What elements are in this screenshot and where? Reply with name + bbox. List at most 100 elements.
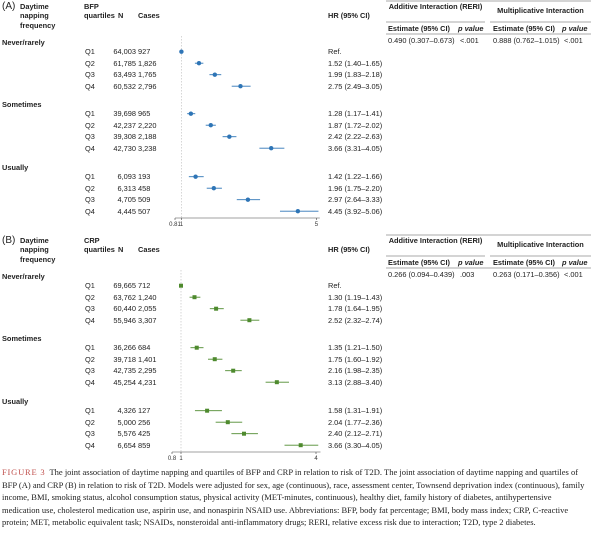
x-tick-label: 4 — [314, 456, 318, 462]
quartile: Q1 — [85, 172, 95, 181]
quartile: Q4 — [85, 315, 95, 325]
n-value: 4,326 — [117, 406, 137, 415]
hr-point — [179, 283, 183, 288]
cases-value: 425 — [138, 429, 151, 438]
hr-point — [205, 408, 210, 413]
n-value: 42,735 — [113, 366, 136, 375]
n-value: 39,698 — [113, 109, 136, 118]
hr-value: Ref. — [328, 47, 342, 56]
cases-value: 127 — [138, 406, 151, 415]
x-tick-label: 0.8 — [168, 456, 177, 462]
multiplicative-estimate: 0.888 (0.762–1.015) — [493, 36, 560, 45]
caption-label: FIGURE 3 — [2, 467, 46, 477]
hr-value: 1.99 (1.83–2.18) — [328, 70, 383, 79]
cases-value: 2,220 — [138, 120, 157, 130]
quartile: Q1 — [85, 406, 95, 415]
quartile: Q4 — [85, 440, 95, 450]
hr-point — [188, 111, 194, 116]
hr-point — [242, 431, 246, 436]
hr-point — [225, 420, 230, 425]
hr-value: Ref. — [328, 281, 342, 290]
hr-value: 1.96 (1.75–2.20) — [328, 183, 383, 193]
quartile: Q4 — [85, 81, 95, 91]
hr-point — [295, 209, 301, 214]
n-value: 4,705 — [117, 195, 137, 204]
hr-value: 1.58 (1.31–1.91) — [328, 406, 383, 415]
quartile: Q4 — [85, 143, 95, 153]
hr-value: 2.97 (2.64–3.33) — [328, 195, 383, 204]
hr-point — [238, 84, 243, 89]
group-label: Usually — [2, 163, 29, 172]
n-value: 5,000 — [117, 417, 137, 427]
p-header: p value — [562, 24, 588, 33]
cases-value: 712 — [138, 281, 151, 290]
cases-value: 2,295 — [138, 366, 157, 375]
quartile-header: CRP quartiles — [84, 236, 115, 255]
n-value: 6,654 — [117, 440, 137, 450]
hr-point — [212, 72, 218, 77]
group-label: Sometimes — [2, 334, 42, 343]
n-value: 36,266 — [113, 343, 136, 352]
additive-estimate: 0.266 (0.094–0.439) — [388, 270, 455, 279]
hr-value: 3.66 (3.30–4.05) — [328, 440, 383, 450]
n-value: 63,762 — [113, 292, 136, 302]
group-label: Sometimes — [2, 100, 42, 109]
quartile: Q1 — [85, 109, 95, 118]
n-value: 60,440 — [113, 304, 136, 313]
quartile: Q2 — [85, 183, 95, 193]
cases-value: 859 — [138, 440, 151, 450]
quartile: Q4 — [85, 377, 95, 387]
caption: FIGURE 3 The joint association of daytime… — [2, 466, 589, 529]
hr-point — [194, 345, 199, 350]
p-header: p value — [458, 24, 484, 33]
n-value: 6,313 — [117, 183, 137, 193]
hr-value: 3.13 (2.88–3.40) — [328, 377, 383, 387]
additive-p: <.001 — [460, 36, 479, 45]
hr-point — [211, 186, 217, 191]
group-label: Never/rarely — [2, 38, 45, 47]
n-value: 64,003 — [113, 47, 136, 56]
p-header: p value — [562, 258, 588, 267]
quartile: Q3 — [85, 304, 95, 313]
n-header: N — [118, 11, 124, 20]
n-value: 42,730 — [113, 143, 136, 153]
additive-title: Additive Interaction (RERI) — [388, 2, 483, 11]
x-tick-label: 0.81 — [169, 222, 181, 228]
cases-value: 256 — [138, 417, 151, 427]
estimate-header: Estimate (95% CI) — [493, 24, 556, 33]
x-tick-label: 1 — [180, 222, 184, 228]
hr-value: 3.66 (3.31–4.05) — [328, 143, 383, 153]
cases-value: 193 — [138, 172, 151, 181]
n-value: 60,532 — [113, 81, 136, 91]
additive-p: .003 — [460, 270, 475, 279]
cases-value: 509 — [138, 195, 151, 204]
cases-value: 2,188 — [138, 132, 157, 141]
hr-value: 1.30 (1.19–1.43) — [328, 292, 383, 302]
cases-value: 965 — [138, 109, 151, 118]
estimate-header: Estimate (95% CI) — [493, 258, 556, 267]
hr-value: 2.75 (2.49–3.05) — [328, 81, 383, 91]
quartile: Q3 — [85, 132, 95, 141]
estimate-header: Estimate (95% CI) — [388, 24, 451, 33]
hr-point — [212, 357, 217, 362]
cases-value: 4,231 — [138, 377, 157, 387]
hr-value: 2.42 (2.22–2.63) — [328, 132, 383, 141]
cases-value: 458 — [138, 183, 151, 193]
hr-point — [245, 197, 251, 202]
x-tick-label: 1 — [179, 456, 183, 462]
cases-value: 507 — [138, 206, 151, 216]
hr-point — [208, 123, 213, 128]
hr-header: HR (95% CI) — [328, 245, 370, 254]
hr-value: 1.78 (1.64–1.95) — [328, 304, 383, 313]
hr-point — [192, 295, 197, 300]
multiplicative-title: Multiplicative Interaction — [497, 6, 584, 15]
frequency-header: Daytime napping frequency — [20, 2, 56, 30]
p-header: p value — [458, 258, 484, 267]
multiplicative-estimate: 0.263 (0.171–0.356) — [493, 270, 560, 279]
cases-value: 927 — [138, 47, 151, 56]
cases-value: 1,401 — [138, 354, 157, 364]
hr-point — [196, 61, 202, 66]
n-value: 5,576 — [117, 429, 137, 438]
n-value: 6,093 — [117, 172, 137, 181]
